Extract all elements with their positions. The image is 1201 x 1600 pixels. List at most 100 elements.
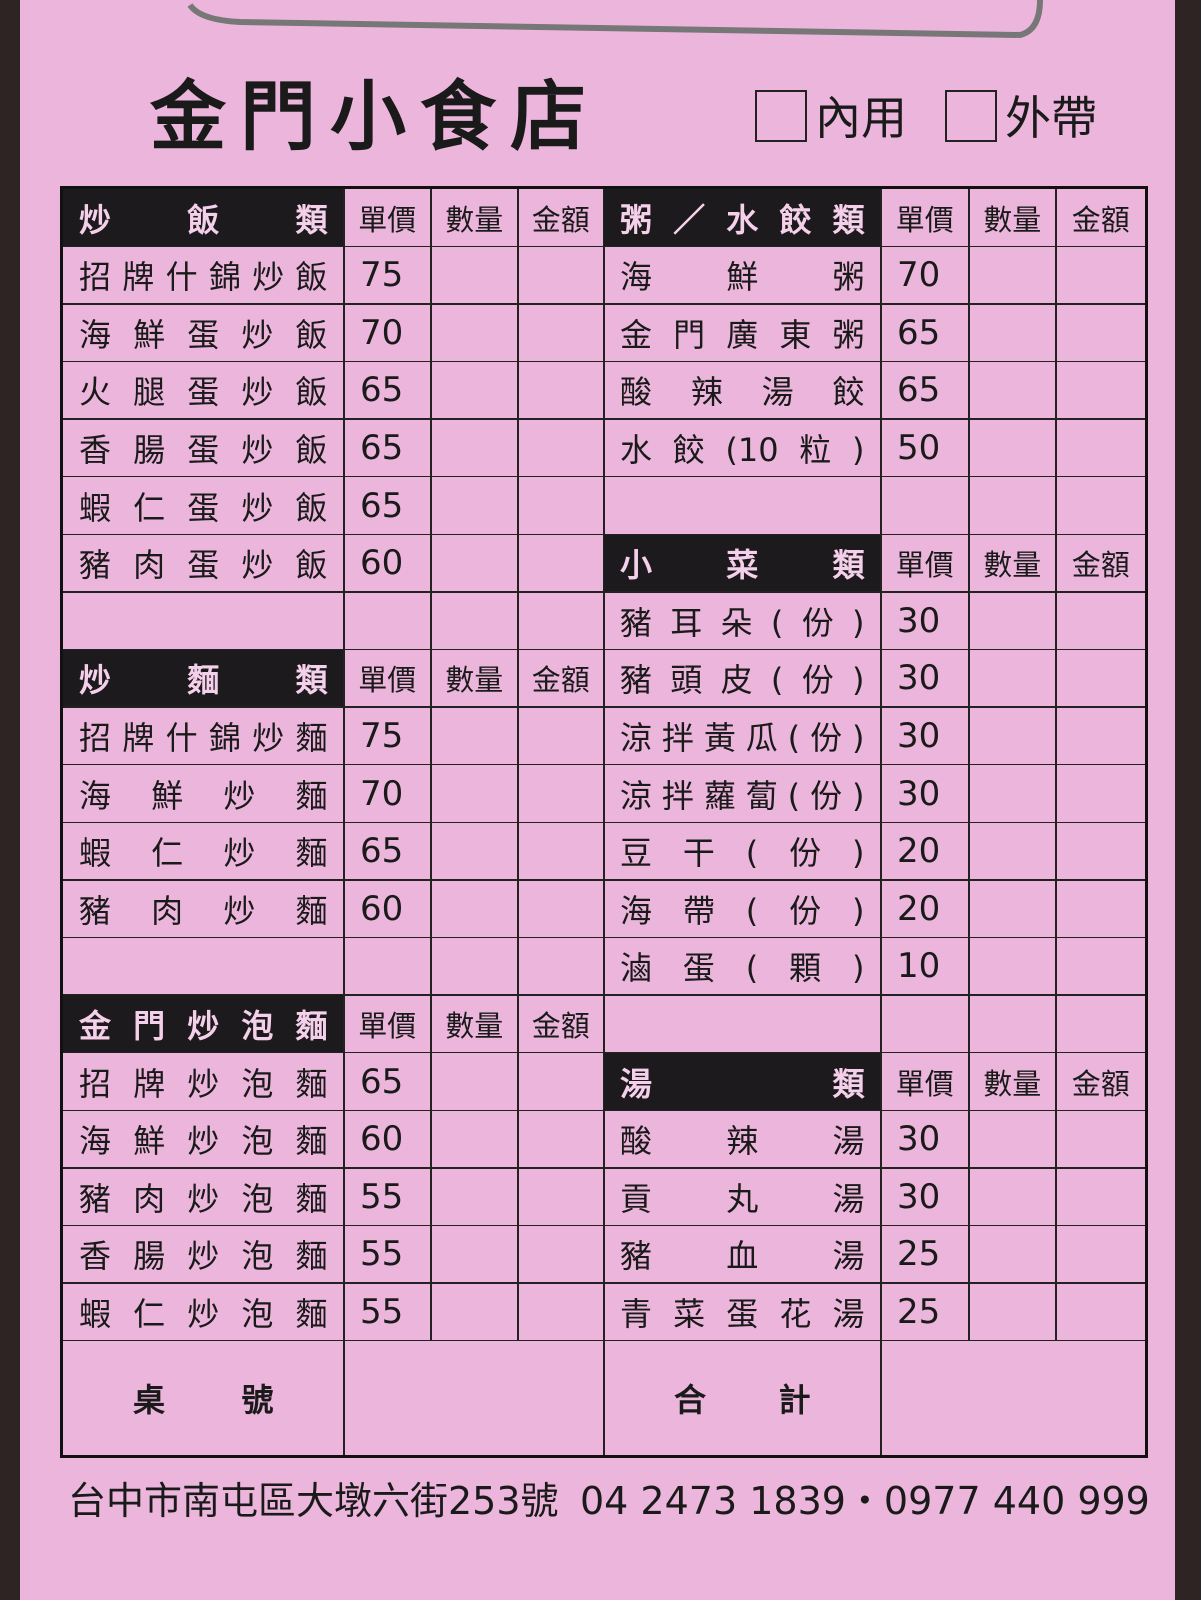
item-price: 10 [880, 936, 970, 996]
item-price-text: 10 [897, 946, 941, 987]
item-name: 滷蛋(顆) [603, 936, 882, 996]
column-header-text: 金額 [1071, 1066, 1130, 1101]
item-name: 豆干(份) [603, 821, 882, 881]
section-title: 小菜類 [603, 533, 882, 593]
item-name-text: 火腿蛋炒飯 [79, 373, 328, 412]
item-name: 豬耳朵(份) [603, 591, 882, 651]
item-name-text: 海鮮炒麵 [79, 776, 328, 815]
item-price-text: 65 [360, 427, 404, 468]
item-name: 海鮮炒麵 [62, 764, 345, 824]
footer-label-text: 合計 [674, 1381, 811, 1420]
item-price-text: 65 [897, 312, 941, 353]
section-title-text: 炒麵類 [79, 661, 328, 700]
item-price-text: 60 [360, 1119, 404, 1160]
item-name-text: 海帶(份) [620, 891, 865, 930]
option-label: 內用 [815, 91, 907, 145]
section-title: 粥／水餃類 [603, 188, 882, 248]
phone: 04 2473 1839・0977 440 999 [580, 1479, 1150, 1523]
section-title: 金門炒泡麵 [62, 994, 345, 1054]
item-price: 25 [880, 1282, 970, 1342]
item-name-text: 貢丸湯 [620, 1179, 865, 1218]
item-name: 蝦仁炒麵 [62, 821, 345, 881]
item-price-text: 70 [360, 312, 404, 353]
item-price-text: 65 [360, 370, 404, 411]
item-name-text: 豬血湯 [620, 1237, 865, 1276]
column-header: 數量 [968, 1052, 1057, 1112]
item-price: 55 [343, 1282, 432, 1342]
item-price-text: 25 [897, 1291, 941, 1332]
footer-label-text: 桌號 [133, 1381, 274, 1420]
column-header-text: 金額 [531, 202, 590, 237]
table-border [60, 186, 1148, 1458]
item-name-text: 招牌什錦炒飯 [79, 258, 328, 297]
item-name-text: 酸辣湯 [620, 1122, 865, 1161]
item-price-text: 65 [360, 1061, 404, 1102]
column-header-text: 單價 [358, 663, 417, 698]
clip-wire [187, 0, 1043, 39]
item-name-text: 海鮮粥 [620, 258, 865, 297]
item-price-text: 65 [360, 485, 404, 526]
item-name: 招牌什錦炒飯 [62, 245, 345, 305]
column-header-text: 金額 [531, 663, 590, 698]
section-title-text: 粥／水餃類 [620, 200, 865, 239]
item-price-text: 55 [360, 1291, 404, 1332]
item-price-text: 70 [360, 773, 404, 814]
section-title: 湯類 [603, 1052, 882, 1112]
item-name-text: 海鮮炒泡麵 [79, 1122, 328, 1161]
item-name-text: 豬耳朵(份) [620, 603, 865, 642]
item-name-text: 涼拌蘿蔔(份) [620, 776, 865, 815]
item-name: 豬肉炒泡麵 [62, 1167, 345, 1227]
item-price-text: 75 [360, 255, 404, 296]
item-name-text: 招牌炒泡麵 [79, 1064, 328, 1103]
item-price-text: 60 [360, 543, 404, 584]
item-price-text: 30 [897, 1176, 941, 1217]
item-name-text: 酸辣湯餃 [620, 373, 865, 412]
item-price: 65 [343, 1052, 432, 1112]
item-price: 55 [343, 1224, 432, 1284]
item-price-text: 70 [897, 255, 941, 296]
item-price: 30 [880, 1167, 970, 1227]
checkbox[interactable] [945, 90, 997, 142]
column-header-text: 數量 [445, 202, 504, 237]
address: 台中市南屯區大墩六街253號 [68, 1479, 559, 1523]
menu-table: 炒飯類 單價 數量 金額 招牌什錦炒飯 75 海鮮蛋炒飯 70 火腿蛋炒飯 65 香腸蛋炒飯 65 蝦仁… [20, 0, 1175, 1600]
item-price-text: 55 [360, 1176, 404, 1217]
checkbox[interactable] [755, 90, 807, 142]
item-name: 招牌什錦炒麵 [62, 706, 345, 766]
item-name: 金門廣東粥 [603, 303, 882, 363]
item-name: 貢丸湯 [603, 1167, 882, 1227]
item-name-text: 豬頭皮(份) [620, 661, 865, 700]
item-name: 水餃(10粒) [603, 418, 882, 478]
item-name-text: 青菜蛋花湯 [620, 1294, 865, 1333]
section-title-text: 金門炒泡麵 [79, 1006, 328, 1045]
section-title-text: 炒飯類 [79, 200, 328, 239]
item-price-text: 25 [897, 1234, 941, 1275]
item-price-text: 65 [897, 370, 941, 411]
item-name-text: 豬肉炒麵 [79, 891, 328, 930]
item-name-text: 香腸蛋炒飯 [79, 430, 328, 469]
column-header-text: 數量 [983, 202, 1042, 237]
section-title: 炒麵類 [62, 648, 345, 708]
item-price-text: 65 [360, 831, 404, 872]
item-price-text: 30 [897, 658, 941, 699]
item-price: 20 [880, 879, 970, 939]
footer-label: 桌號 [62, 1340, 345, 1457]
item-price: 30 [880, 764, 970, 824]
column-header-text: 數量 [445, 1008, 504, 1043]
item-name-text: 滷蛋(顆) [620, 949, 865, 988]
item-name-text: 香腸炒泡麵 [79, 1237, 328, 1276]
item-price: 30 [880, 591, 970, 651]
item-name: 涼拌蘿蔔(份) [603, 764, 882, 824]
item-name: 海帶(份) [603, 879, 882, 939]
item-name: 蝦仁炒泡麵 [62, 1282, 345, 1342]
column-header-text: 金額 [1071, 202, 1130, 237]
item-price: 25 [880, 1224, 970, 1284]
item-price-text: 20 [897, 888, 941, 929]
item-name: 豬血湯 [603, 1224, 882, 1284]
section-title-text: 小菜類 [620, 546, 865, 585]
item-price: 65 [343, 360, 432, 420]
item-name-text: 招牌什錦炒麵 [79, 718, 328, 757]
item-name-text: 涼拌黃瓜(份) [620, 718, 865, 757]
column-header-text: 單價 [895, 202, 954, 237]
